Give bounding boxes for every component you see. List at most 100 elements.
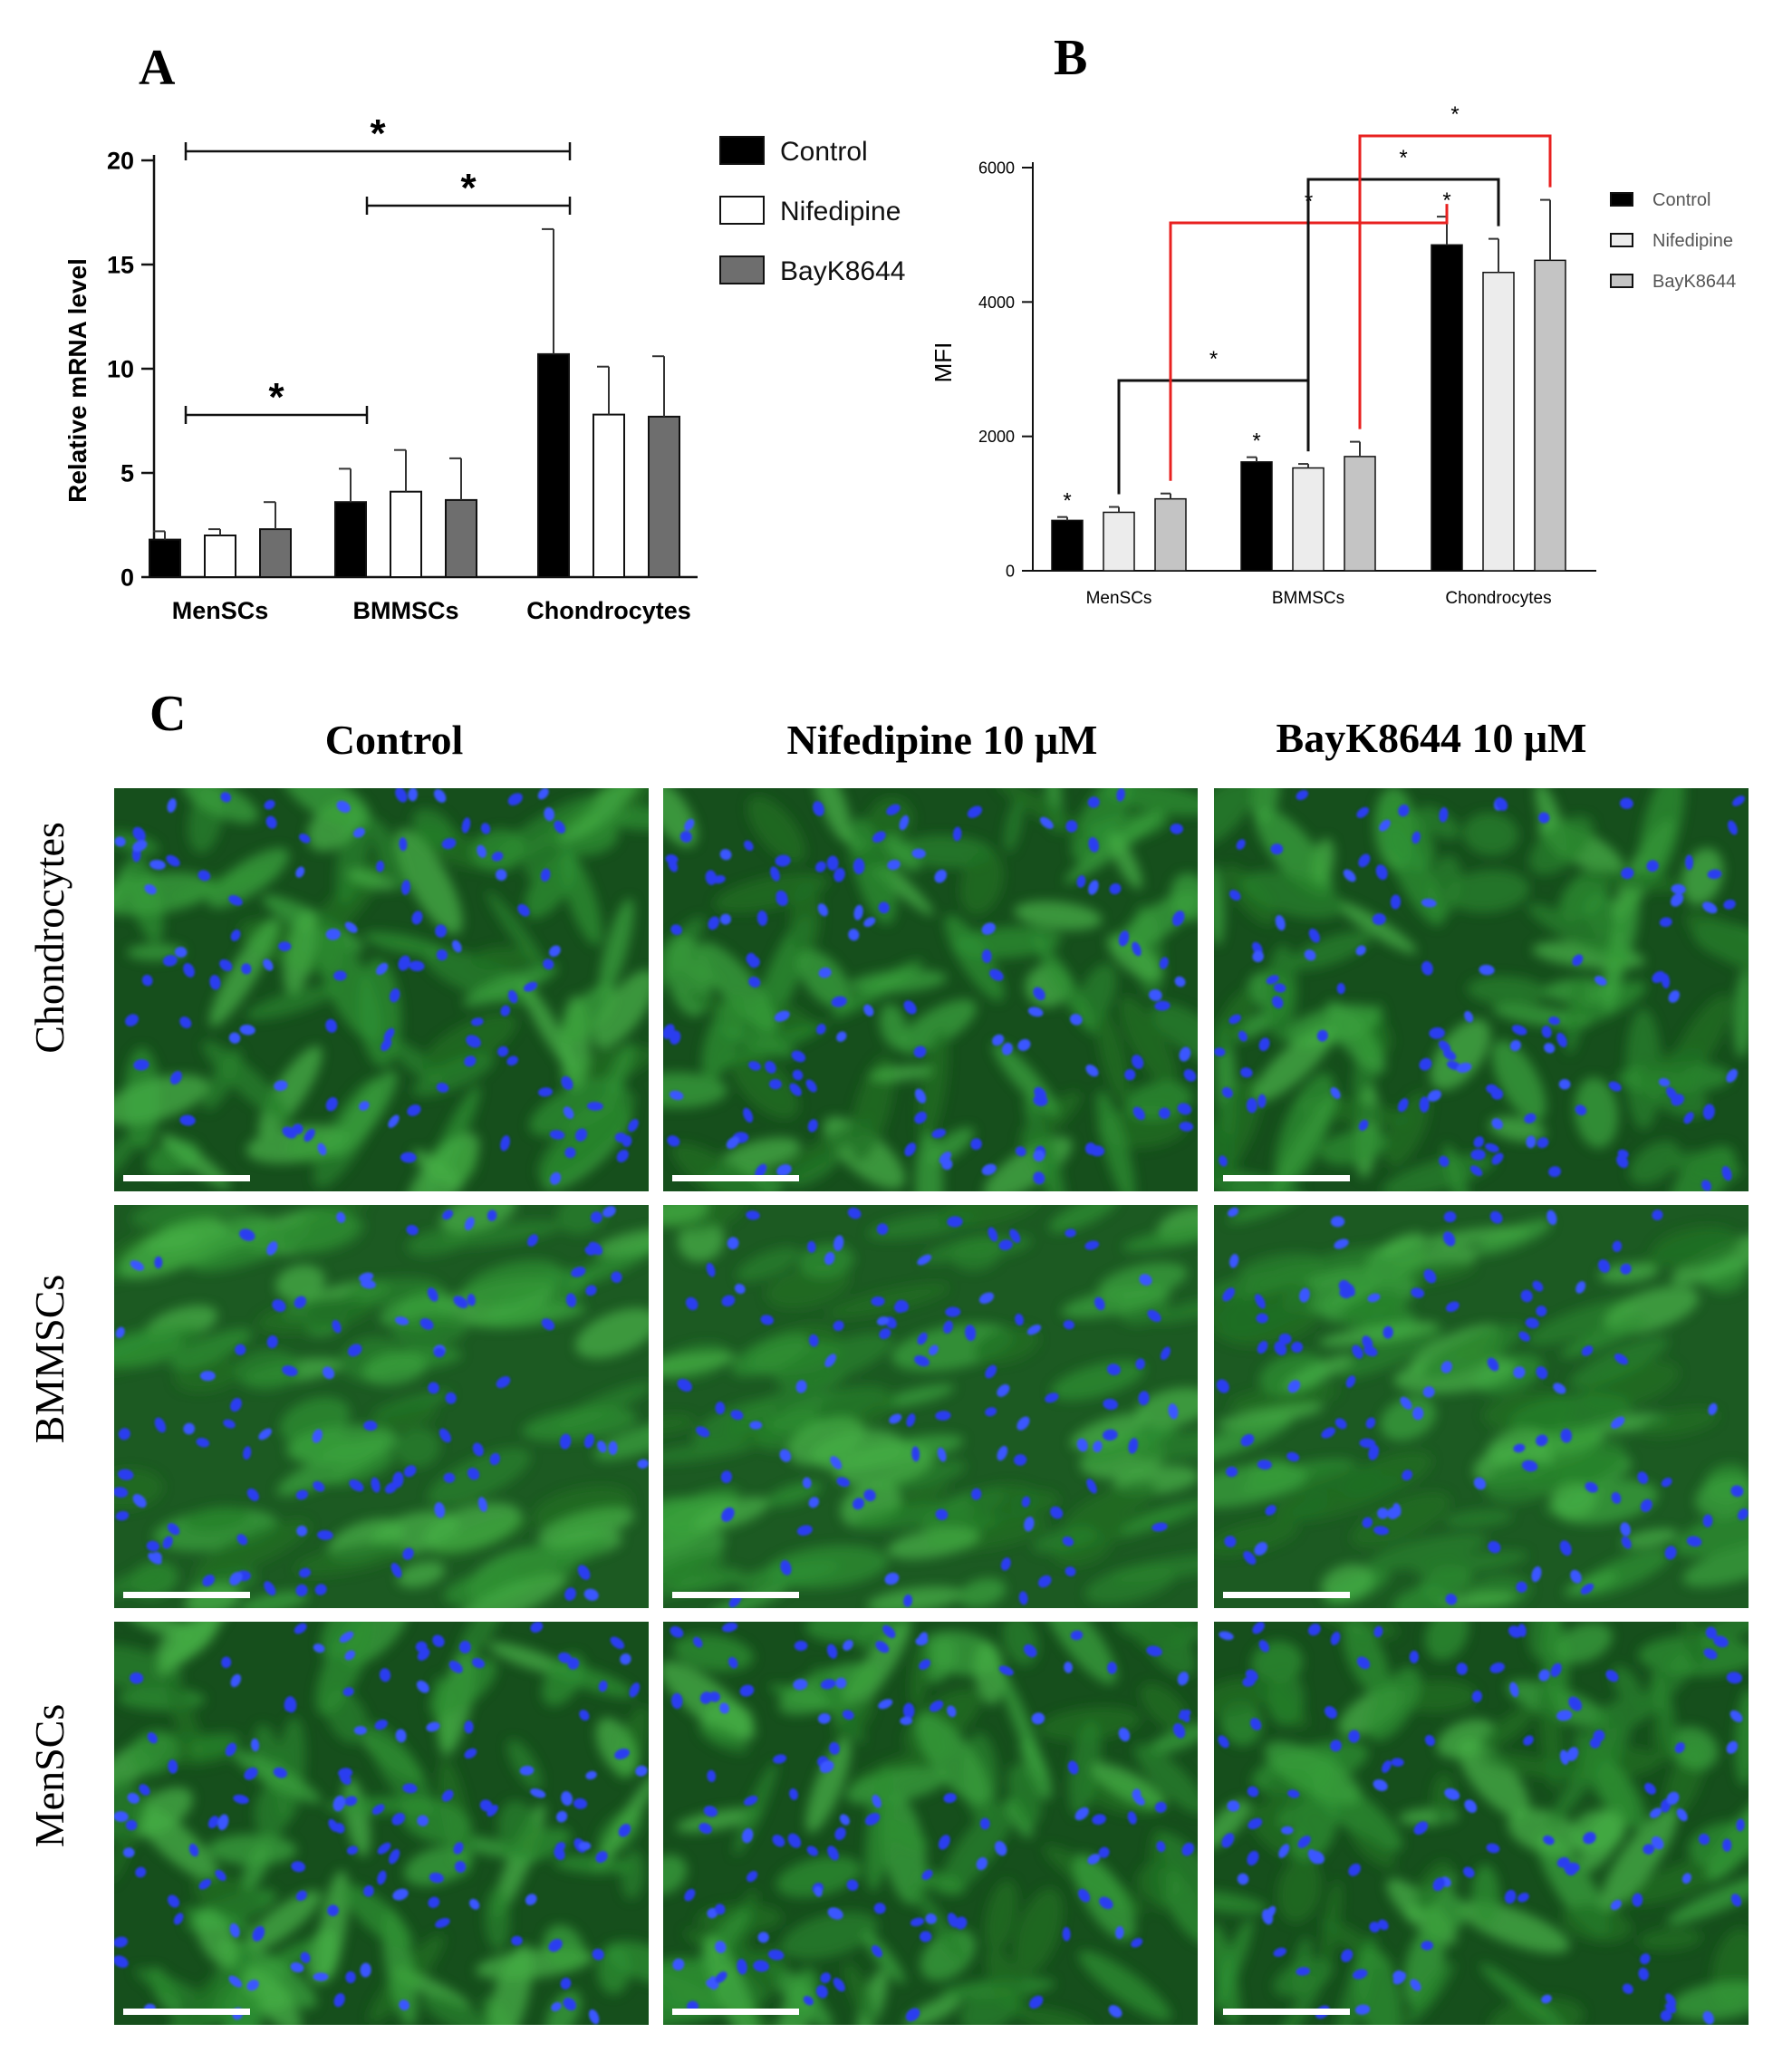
cell-body: [1318, 1321, 1439, 1347]
nucleus: [435, 1918, 450, 1928]
nucleus: [910, 1917, 925, 1927]
nucleus: [1402, 1469, 1413, 1481]
cell-body: [372, 1403, 437, 1431]
category-label-bmmscs: BMMSCs: [352, 597, 458, 624]
nucleus: [1227, 1800, 1240, 1812]
nucleus: [616, 1149, 629, 1162]
nucleus: [917, 1254, 932, 1266]
nucleus: [871, 1296, 885, 1306]
nucleus: [1726, 1740, 1739, 1754]
nucleus: [635, 1765, 648, 1777]
cell-body: [663, 1495, 737, 1536]
cell-body: [1565, 977, 1585, 1055]
nucleus: [768, 1079, 782, 1090]
nucleus: [1085, 1065, 1099, 1077]
cell-body: [826, 1283, 950, 1318]
nucleus: [464, 1055, 477, 1067]
cell-body: [438, 1220, 563, 1248]
nucleus: [1275, 915, 1286, 931]
cell-body: [1130, 1429, 1198, 1460]
nucleus: [221, 1656, 232, 1669]
cell-body: [1548, 1724, 1620, 1827]
cell-body: [767, 1117, 874, 1185]
nucleus: [815, 1024, 826, 1035]
panel-a-bars: [149, 352, 680, 579]
nucleus: [1520, 1289, 1533, 1303]
nucleus: [401, 880, 410, 895]
nucleus: [1556, 1710, 1573, 1721]
nucleus: [273, 1767, 288, 1778]
cell-body: [910, 1639, 930, 1709]
nucleus: [477, 1497, 487, 1512]
cell-body: [1471, 1864, 1500, 1927]
cell-body: [960, 1986, 1019, 2025]
nucleus: [441, 837, 457, 850]
cell-body: [400, 1798, 472, 1844]
cell-body: [114, 872, 217, 916]
nucleus: [436, 949, 448, 961]
nucleus: [1177, 1672, 1190, 1686]
nucleus: [585, 1770, 597, 1780]
nucleus: [264, 799, 275, 810]
nucleus: [1665, 1086, 1678, 1101]
nucleus: [1702, 1103, 1715, 1121]
cell-body: [132, 1802, 219, 1882]
cell-body: [663, 788, 698, 848]
scale-bar: [672, 1175, 799, 1181]
nucleus: [1026, 1325, 1042, 1335]
nucleus: [1214, 1047, 1226, 1056]
nucleus: [1736, 1818, 1745, 1832]
cell-body: [367, 1722, 434, 1816]
nucleus: [333, 970, 347, 981]
nucleus: [434, 1502, 446, 1518]
nucleus: [863, 1004, 874, 1017]
nucleus: [1486, 1084, 1499, 1094]
nucleus: [1548, 1166, 1562, 1178]
micrograph-menscs-control: [114, 1622, 649, 2025]
cell-body: [181, 788, 259, 824]
nucleus: [1077, 1888, 1091, 1903]
nucleus: [443, 1472, 456, 1483]
nucleus: [1518, 1331, 1530, 1342]
nucleus: [426, 1721, 440, 1732]
cell-body: [1638, 1408, 1720, 1437]
nucleus: [1419, 1096, 1430, 1113]
nucleus: [1106, 1363, 1121, 1376]
nucleus: [313, 1480, 325, 1492]
nucleus: [734, 1284, 746, 1295]
micrograph-content: [1214, 788, 1749, 1191]
nucleus: [1343, 869, 1356, 882]
cell-body: [974, 1326, 1040, 1364]
cell-body: [1342, 1451, 1432, 1499]
nucleus: [336, 800, 351, 814]
cell-body: [789, 881, 822, 957]
bar-chondrocytes-nifedipine: [1482, 271, 1515, 572]
nucleus: [229, 1922, 240, 1938]
nucleus: [325, 1097, 338, 1112]
cell-body: [1015, 2007, 1094, 2025]
cell-body: [1430, 1018, 1491, 1091]
cell-body: [1004, 798, 1024, 853]
nucleus: [1257, 1094, 1267, 1109]
nucleus: [806, 1240, 816, 1253]
nucleus: [1611, 1416, 1625, 1429]
nucleus: [1365, 1417, 1376, 1429]
nucleus: [183, 1422, 196, 1435]
nucleus: [125, 1014, 139, 1026]
nucleus: [517, 903, 530, 917]
nucleus: [1517, 1893, 1529, 1903]
cell-body: [1078, 1951, 1172, 2021]
cell-body: [599, 898, 634, 998]
nucleus: [1661, 973, 1671, 989]
nucleus: [698, 1823, 712, 1835]
cell-body: [1061, 1286, 1171, 1318]
nucleus: [1705, 1626, 1718, 1640]
cell-body: [787, 1417, 865, 1466]
nucleus: [317, 1529, 333, 1540]
nucleus: [183, 963, 195, 978]
cell-body: [912, 1884, 966, 1963]
bar-chondrocytes-bayk8644: [648, 415, 680, 578]
nucleus: [708, 1691, 721, 1702]
cell-body: [959, 850, 1004, 915]
cell-body: [1214, 1463, 1307, 1508]
